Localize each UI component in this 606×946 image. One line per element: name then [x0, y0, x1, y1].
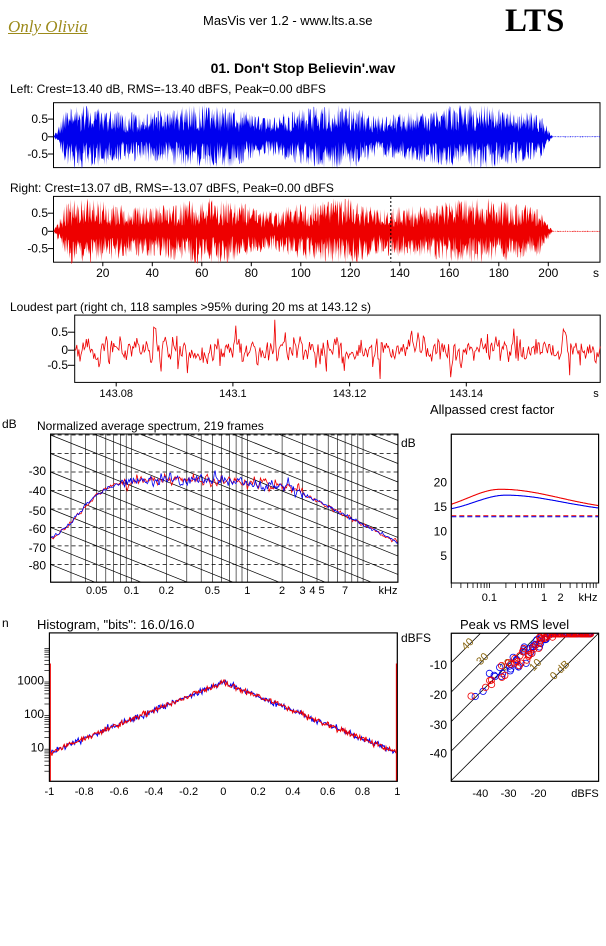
- svg-text:1000: 1000: [17, 674, 44, 688]
- svg-text:Histogram, "bits": 16.0/16.0: Histogram, "bits": 16.0/16.0: [37, 617, 194, 632]
- svg-text:2: 2: [557, 592, 563, 604]
- svg-text:120: 120: [340, 266, 360, 280]
- svg-text:0.8: 0.8: [355, 786, 370, 798]
- svg-text:-0.6: -0.6: [110, 786, 129, 798]
- svg-text:100: 100: [291, 266, 311, 280]
- svg-text:0: 0: [220, 786, 226, 798]
- svg-text:0: 0: [41, 224, 48, 238]
- svg-text:143.1: 143.1: [219, 388, 247, 400]
- svg-text:40: 40: [459, 636, 476, 653]
- svg-text:dBFS: dBFS: [401, 631, 431, 645]
- svg-text:15: 15: [434, 500, 448, 514]
- svg-text:dBFS: dBFS: [571, 788, 599, 800]
- svg-text:1: 1: [244, 585, 250, 597]
- svg-text:0.1: 0.1: [482, 592, 497, 604]
- svg-text:dB: dB: [2, 417, 17, 431]
- svg-text:n: n: [2, 616, 9, 630]
- svg-text:10: 10: [31, 741, 45, 755]
- svg-text:-40: -40: [430, 746, 448, 760]
- svg-text:143.14: 143.14: [449, 388, 483, 400]
- svg-text:-0.5: -0.5: [27, 147, 48, 161]
- svg-text:-80: -80: [29, 558, 47, 572]
- svg-text:Loudest part (right ch, 118 sa: Loudest part (right ch, 118 samples >95%…: [10, 300, 371, 314]
- svg-text:-50: -50: [29, 504, 47, 518]
- svg-text:0.4: 0.4: [285, 786, 300, 798]
- svg-text:-60: -60: [29, 522, 47, 536]
- svg-text:-20: -20: [430, 688, 448, 702]
- svg-text:-0.5: -0.5: [47, 358, 68, 372]
- svg-text:4 5: 4 5: [309, 585, 324, 597]
- svg-text:-70: -70: [29, 541, 47, 555]
- svg-text:-40: -40: [472, 788, 488, 800]
- svg-text:Right: Crest=13.07 dB, RMS=-13: Right: Crest=13.07 dB, RMS=-13.07 dBFS, …: [10, 181, 334, 195]
- svg-text:Normalized average spectrum, 2: Normalized average spectrum, 219 frames: [37, 419, 264, 433]
- svg-text:0.5: 0.5: [51, 325, 68, 339]
- svg-text:Peak vs RMS level: Peak vs RMS level: [460, 617, 569, 632]
- svg-text:Allpassed crest factor: Allpassed crest factor: [430, 402, 555, 417]
- svg-text:s: s: [593, 266, 599, 280]
- svg-text:-40: -40: [29, 484, 47, 498]
- svg-text:143.08: 143.08: [99, 388, 133, 400]
- svg-text:-0.8: -0.8: [75, 786, 94, 798]
- svg-text:0.5: 0.5: [31, 206, 48, 220]
- svg-text:1: 1: [394, 786, 400, 798]
- svg-text:7: 7: [342, 585, 348, 597]
- svg-text:60: 60: [195, 266, 209, 280]
- svg-text:200: 200: [538, 266, 558, 280]
- svg-text:2: 2: [279, 585, 285, 597]
- svg-text:180: 180: [489, 266, 509, 280]
- svg-text:s: s: [593, 388, 599, 400]
- svg-text:20: 20: [96, 266, 110, 280]
- svg-text:5: 5: [440, 549, 447, 563]
- svg-text:80: 80: [245, 266, 259, 280]
- svg-text:20: 20: [434, 475, 448, 489]
- svg-text:-30: -30: [29, 464, 47, 478]
- svg-text:-0.4: -0.4: [144, 786, 163, 798]
- svg-text:0.05: 0.05: [86, 585, 107, 597]
- svg-text:30: 30: [474, 651, 491, 668]
- svg-text:160: 160: [439, 266, 459, 280]
- svg-text:0 dB: 0 dB: [548, 658, 572, 682]
- svg-text:0.1: 0.1: [124, 585, 139, 597]
- svg-text:kHz: kHz: [379, 585, 398, 597]
- svg-text:kHz: kHz: [579, 592, 598, 604]
- svg-text:0.2: 0.2: [159, 585, 174, 597]
- svg-text:-10: -10: [430, 658, 448, 672]
- svg-text:-0.2: -0.2: [179, 786, 198, 798]
- svg-text:0.2: 0.2: [250, 786, 265, 798]
- svg-text:-0.5: -0.5: [27, 242, 48, 256]
- svg-text:-1: -1: [45, 786, 55, 798]
- svg-text:3: 3: [299, 585, 305, 597]
- svg-text:0: 0: [41, 130, 48, 144]
- svg-text:140: 140: [390, 266, 410, 280]
- svg-text:-30: -30: [501, 788, 517, 800]
- svg-text:-30: -30: [430, 718, 448, 732]
- svg-text:dB: dB: [401, 436, 416, 450]
- svg-text:0: 0: [61, 343, 68, 357]
- svg-text:0.5: 0.5: [31, 112, 48, 126]
- svg-text:1: 1: [541, 592, 547, 604]
- svg-text:100: 100: [24, 707, 44, 721]
- svg-text:143.12: 143.12: [333, 388, 367, 400]
- svg-text:10: 10: [434, 525, 448, 539]
- svg-text:0.6: 0.6: [320, 786, 335, 798]
- svg-text:40: 40: [146, 266, 160, 280]
- svg-text:0.5: 0.5: [205, 585, 220, 597]
- svg-text:-20: -20: [531, 788, 547, 800]
